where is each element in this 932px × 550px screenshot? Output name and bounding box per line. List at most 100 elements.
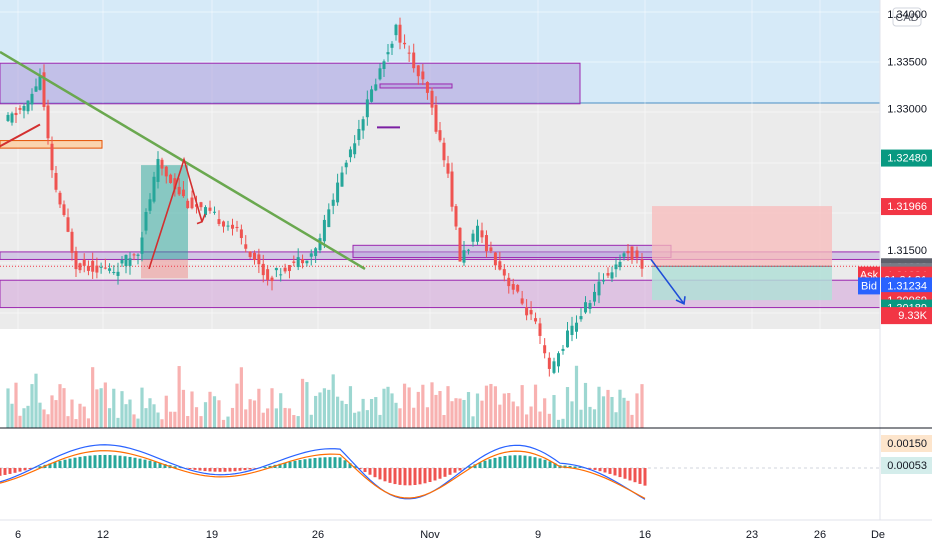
volume-bar [565,387,570,428]
volume-bar [279,393,283,428]
candle-body [552,361,556,373]
volume-bar [168,411,173,428]
candle-body [274,267,278,271]
macd-histogram-bar [198,468,202,471]
candle-body [579,316,583,320]
candle-body [622,253,626,257]
macd-histogram-bar [633,468,637,483]
candle-body [253,252,256,261]
candle-body [18,108,22,110]
top-mini-zone[interactable] [379,83,453,89]
volume-bar [394,402,398,428]
volume-bar [6,388,10,428]
macd-histogram-bar [488,459,492,468]
macd-histogram-bar [608,468,612,474]
macd-histogram-bar [553,463,557,468]
macd-line [0,444,646,500]
volume-bar [300,378,305,428]
candle-body [99,266,103,268]
volume-bar [378,414,382,428]
volume-bar [601,396,606,428]
volume-bar [103,382,107,428]
tag-stop-bg [881,198,932,216]
candle-body [144,212,148,231]
candle-body [446,163,450,174]
macd-histogram-bar [498,456,502,468]
macd-histogram-bar [323,457,327,468]
volume-bar [434,394,438,428]
candle-body [231,224,234,229]
volume-bar [450,401,454,428]
candle-body [438,130,442,141]
volume-bar [18,415,22,428]
candle-body [525,307,529,316]
volume-bar [132,414,136,428]
macd-histogram-bar [373,468,377,478]
candle-body [480,230,484,238]
volume-bar [583,382,588,428]
candle-body [425,82,429,93]
swing-arrow[interactable] [148,156,203,270]
candle-body [386,52,390,55]
candlestick-series [6,17,644,377]
candle-body [430,90,434,108]
volume-bar [425,407,430,428]
macd-histogram-bar [588,468,592,469]
drawn-annotations[interactable] [0,50,686,305]
candle-body [394,24,398,36]
candle-body [348,149,352,158]
macd-histogram-bar [603,468,607,473]
volume-bar [502,393,506,428]
candle-body [357,128,361,140]
upper-resistance-zone[interactable] [0,62,581,105]
time-axis[interactable]: 6 12 19 26 Nov 9 16 23 26 De [15,529,885,541]
red-arrow-line[interactable] [0,123,41,148]
macd-histogram-bar [433,468,437,481]
macd-histogram-bar [218,468,222,472]
tag-ma-bg [881,149,932,167]
volume-bar [348,386,353,428]
currency-label: CAD [895,12,918,24]
volume-bar [398,408,402,428]
macd-histogram-bar [163,464,167,468]
volume-bar [309,414,313,428]
volume-bar [99,388,103,428]
candle-body [244,244,248,249]
tag-bid-text: 1.31234 [887,280,927,292]
tag-volume: 9.33K [881,307,932,325]
long-position-target[interactable] [141,165,188,260]
volume-bar [525,414,529,428]
macd-histogram-bar [523,455,527,468]
projection-arrow[interactable] [650,258,685,305]
candle-body [120,259,124,264]
candle-body [309,253,313,257]
candle-body [169,174,173,183]
downtrend-line[interactable] [0,50,366,270]
candle-body [370,89,374,102]
volume-bar [446,386,450,428]
macd-histogram-bar [203,468,207,472]
volume-bar [50,395,54,428]
swing-arrow-head [196,213,206,225]
macd-histogram-bar [133,457,137,468]
macd-histogram-bar [368,468,372,475]
volume-bar [46,414,50,428]
drawn-zones[interactable] [0,62,881,309]
candle-body [593,291,596,302]
long-position-stop[interactable] [141,259,188,279]
volume-bar [344,403,348,428]
currency-badge[interactable] [892,7,922,27]
volume-bar [547,413,551,428]
candle-body [382,61,386,70]
volume-bar [190,391,194,428]
short-position-target-area[interactable] [652,266,832,301]
volume-bar [112,388,116,428]
short-position-stop-area[interactable] [652,206,832,267]
tag-macd1: 0.00150 [881,435,932,452]
volume-bar [331,374,335,428]
macd-histogram-bar [408,468,412,486]
volume-bar [353,412,357,428]
macd-histogram-bar [123,456,127,468]
macd-histogram-bar [53,462,57,468]
